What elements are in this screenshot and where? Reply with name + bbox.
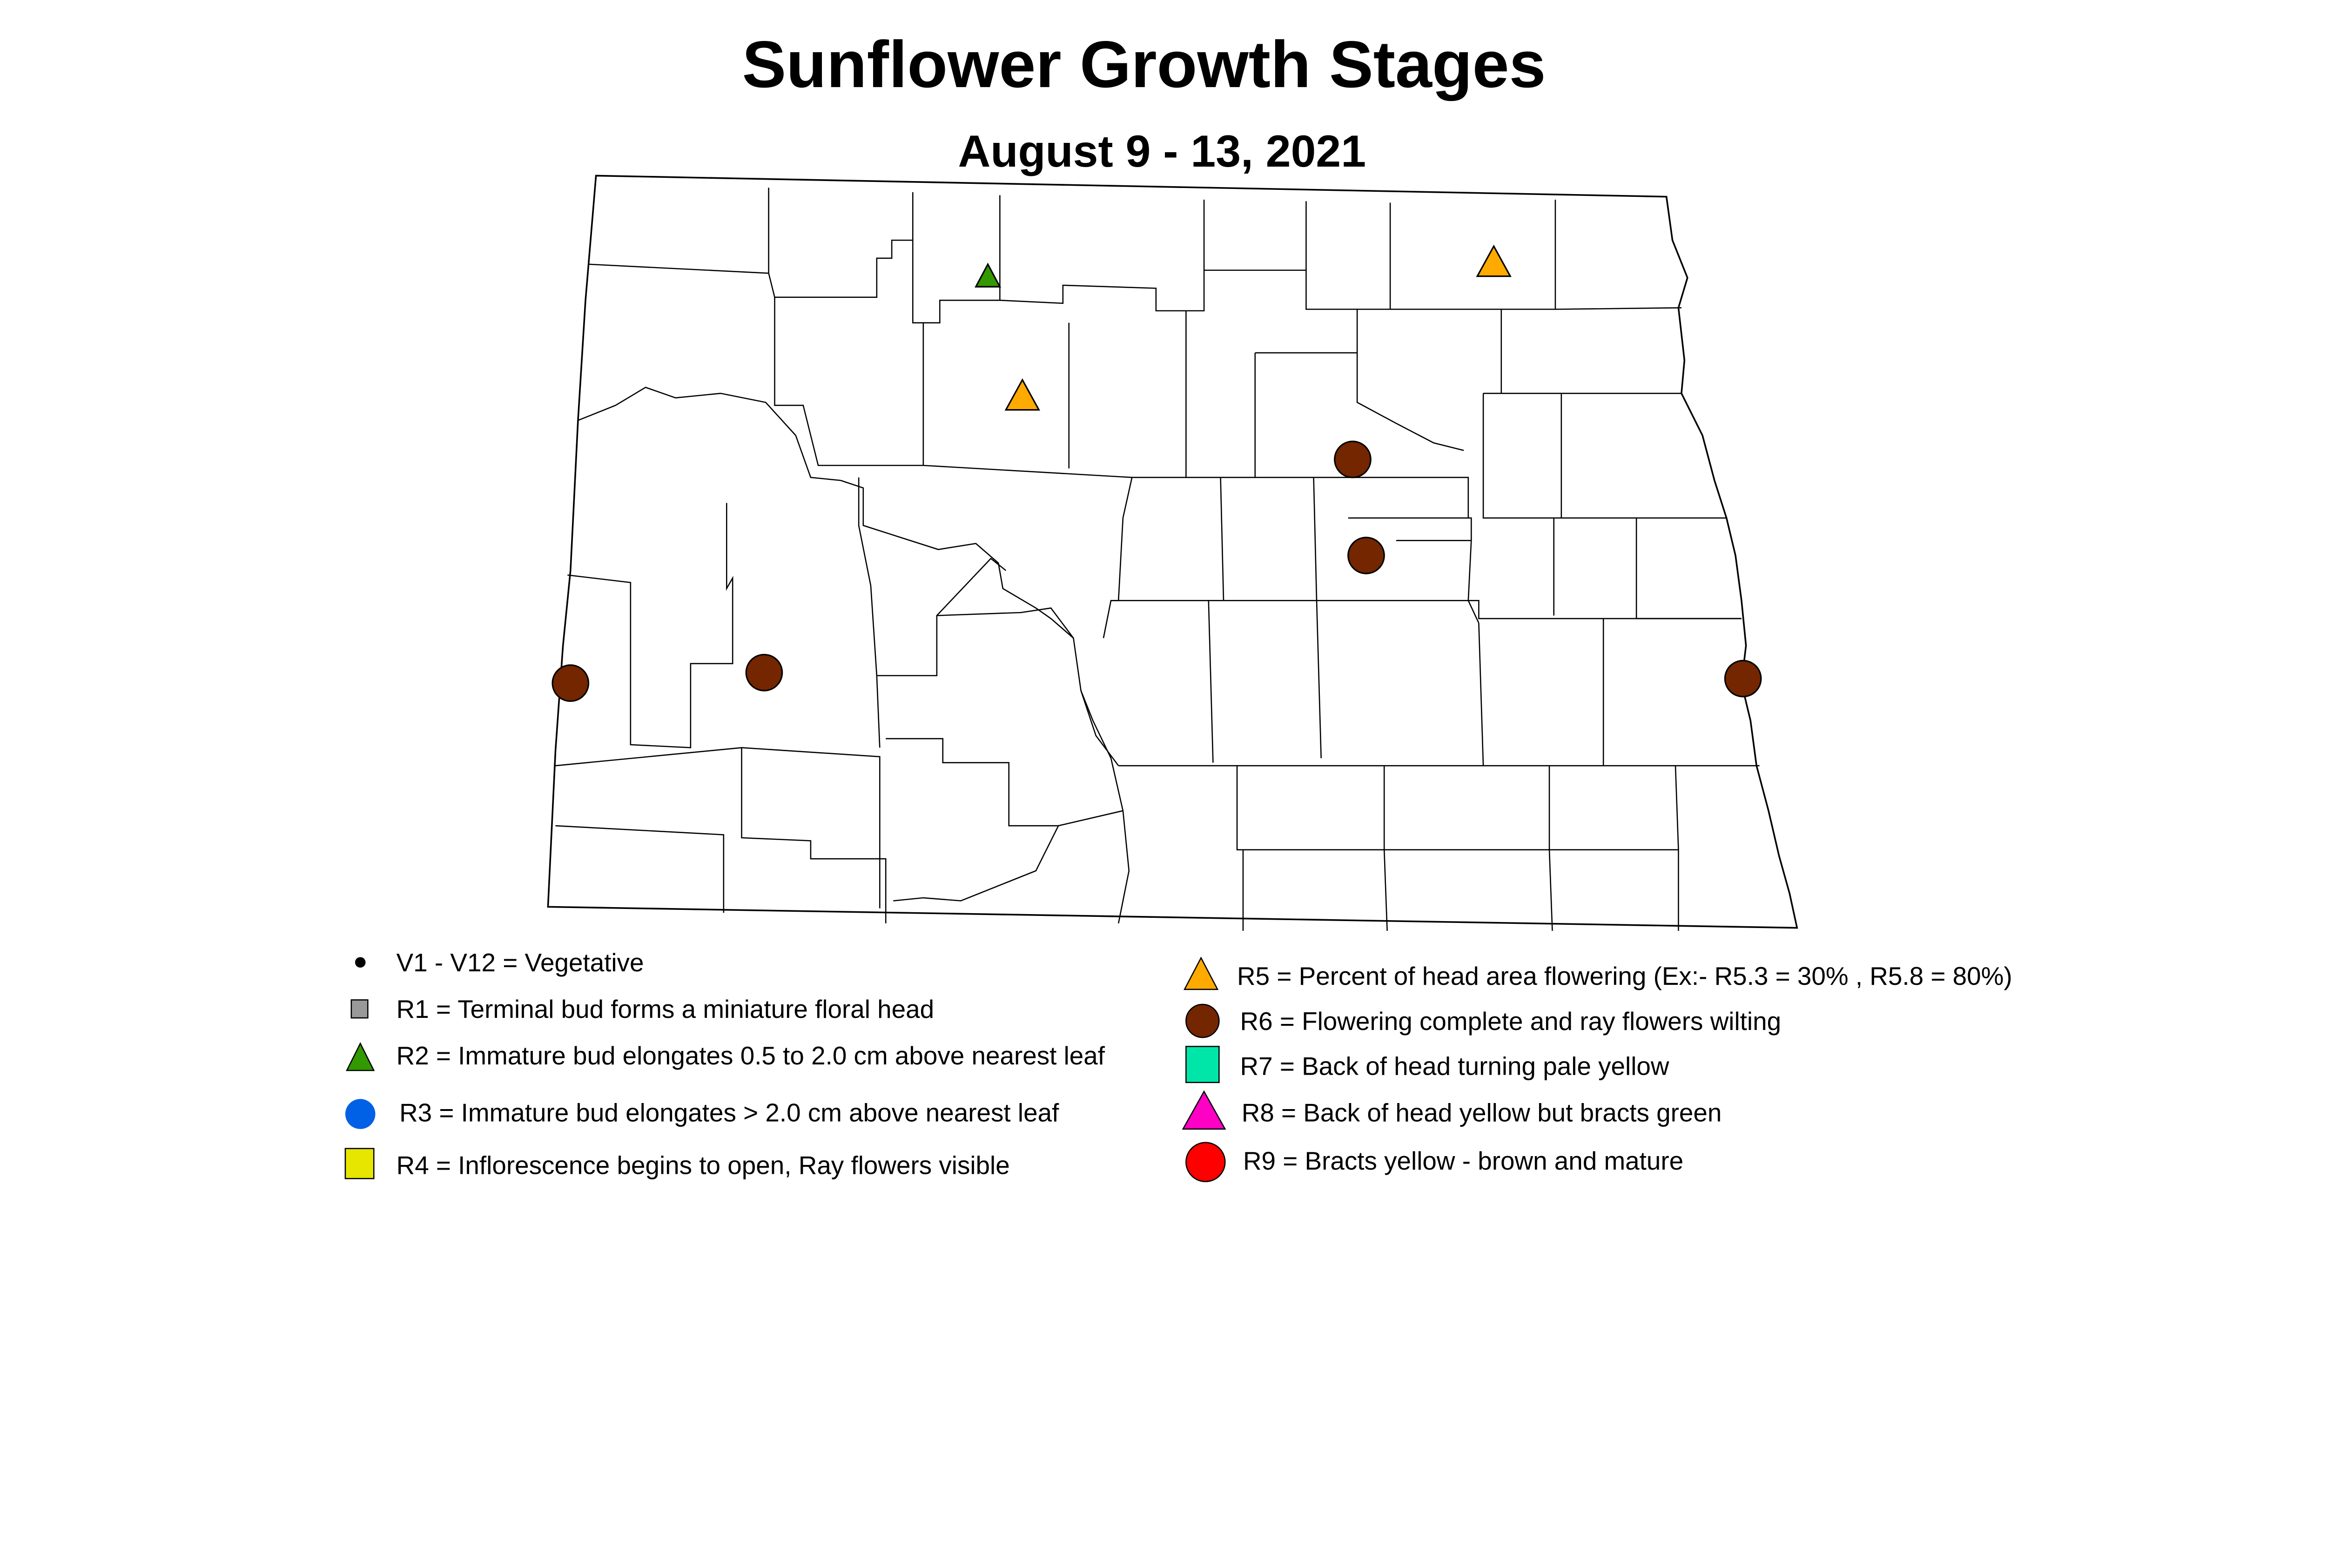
- rivers: [841, 480, 1130, 924]
- r7-square-icon: [1185, 1046, 1220, 1083]
- legend-item-r5: R5 = Percent of head area flowering (Ex:…: [1237, 962, 2012, 990]
- r2-marker[interactable]: [975, 262, 1002, 288]
- map-title: Sunflower Growth Stages: [742, 28, 1546, 101]
- r6-marker[interactable]: [745, 653, 783, 692]
- legend-item-r3: R3 = Immature bud elongates > 2.0 cm abo…: [399, 1098, 1059, 1127]
- r6-circle-icon: [1185, 1003, 1220, 1038]
- r9-circle-icon: [1185, 1142, 1226, 1182]
- r5-marker[interactable]: [1004, 378, 1040, 411]
- r1-square-icon: [350, 999, 369, 1019]
- legend-item-r8: R8 = Back of head yellow but bracts gree…: [1242, 1098, 1722, 1127]
- legend-item-r4: R4 = Inflorescence begins to open, Ray f…: [397, 1151, 1010, 1180]
- map-subtitle: August 9 - 13, 2021: [958, 126, 1366, 176]
- r5-triangle-icon: [1184, 956, 1219, 990]
- r2-triangle-icon: [346, 1042, 375, 1071]
- legend-item-r2: R2 = Immature bud elongates 0.5 to 2.0 c…: [397, 1041, 1105, 1070]
- sunflower-growth-map: Sunflower Growth Stages August 9 - 13, 2…: [344, 28, 2012, 1182]
- north-dakota-map: [547, 175, 1798, 931]
- r6-marker[interactable]: [1347, 537, 1385, 574]
- r6-marker[interactable]: [1334, 440, 1372, 478]
- r4-square-icon: [344, 1148, 375, 1179]
- state-outline: [547, 175, 1798, 929]
- legend-item-r9: R9 = Bracts yellow - brown and mature: [1243, 1146, 1683, 1175]
- legend: V1 - V12 = Vegetative R1 = Terminal bud …: [344, 948, 2012, 1182]
- observation-markers: [551, 244, 1762, 702]
- county-lines: [555, 188, 1760, 931]
- r3-circle-icon: [345, 1099, 376, 1129]
- r5-marker[interactable]: [1476, 244, 1512, 277]
- r6-marker[interactable]: [551, 664, 590, 702]
- legend-item-r1: R1 = Terminal bud forms a miniature flor…: [397, 995, 935, 1023]
- vegetative-dot-icon: [355, 957, 366, 968]
- r8-triangle-icon: [1182, 1090, 1226, 1130]
- legend-item-r6: R6 = Flowering complete and ray flowers …: [1240, 1007, 1782, 1036]
- legend-item-r7: R7 = Back of head turning pale yellow: [1240, 1052, 1669, 1081]
- legend-item-v: V1 - V12 = Vegetative: [397, 948, 644, 977]
- r6-marker[interactable]: [1724, 660, 1762, 698]
